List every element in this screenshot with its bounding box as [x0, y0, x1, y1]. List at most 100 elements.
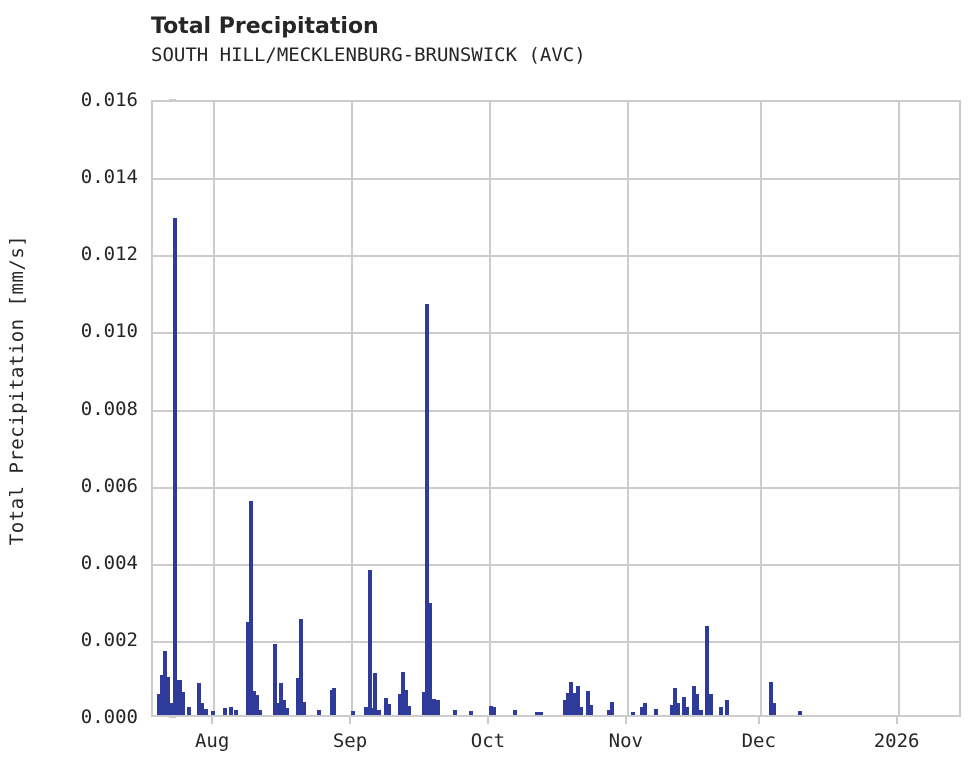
- bar: [589, 705, 593, 715]
- plot-inner: [153, 102, 959, 715]
- bar: [229, 706, 233, 715]
- bar: [273, 643, 277, 715]
- bar: [170, 703, 174, 715]
- y-tick-label: 0.000: [80, 706, 138, 728]
- bar: [705, 626, 709, 715]
- gridline-horizontal: [153, 409, 959, 412]
- x-tick-label: Aug: [194, 730, 230, 752]
- bar: [428, 603, 432, 715]
- bar: [569, 682, 573, 715]
- bar: [398, 693, 402, 715]
- gridline-horizontal: [153, 178, 959, 181]
- bar: [670, 705, 674, 715]
- bar: [607, 709, 611, 715]
- gridline-vertical: [351, 102, 354, 715]
- x-tick-label: Oct: [470, 730, 506, 752]
- bar: [173, 217, 177, 715]
- x-tick-mark: [486, 717, 489, 724]
- bar: [436, 699, 440, 715]
- bar: [699, 710, 703, 715]
- bar: [364, 707, 368, 715]
- page-title: Total Precipitation: [151, 14, 379, 39]
- bar: [676, 703, 680, 715]
- bar: [654, 708, 658, 715]
- bar: [276, 703, 280, 715]
- y-tick-label: 0.012: [80, 243, 138, 266]
- y-axis-ticks: 0.000 0.002 0.004 0.006 0.008 0.010 0.012 0.014…: [26, 0, 176, 780]
- x-tick-label: Nov: [608, 730, 643, 752]
- bar: [282, 699, 286, 715]
- gridline-vertical: [759, 102, 762, 715]
- bar: [204, 708, 208, 715]
- bar: [211, 711, 215, 715]
- bar: [223, 708, 227, 715]
- bar: [695, 693, 699, 715]
- bar: [425, 304, 429, 715]
- bar: [772, 703, 776, 715]
- bar: [709, 693, 713, 715]
- bar: [258, 710, 262, 715]
- gridline-horizontal: [153, 563, 959, 566]
- bar: [373, 673, 377, 715]
- y-tick-mark: [169, 716, 176, 718]
- bar: [673, 688, 677, 715]
- x-tick-label: Dec: [741, 730, 776, 752]
- bar: [692, 686, 696, 715]
- x-tick-mark: [211, 717, 214, 724]
- bar: [563, 699, 567, 715]
- bar: [163, 651, 167, 715]
- bar: [302, 701, 306, 715]
- x-tick-label: 2026: [873, 730, 920, 752]
- bar: [252, 691, 256, 715]
- bar: [160, 674, 164, 715]
- gridline-horizontal: [153, 255, 959, 258]
- bar: [513, 710, 517, 715]
- plot-area: [151, 100, 961, 717]
- bar: [579, 707, 583, 715]
- gridline-vertical: [897, 102, 900, 715]
- bar: [285, 708, 289, 715]
- y-tick-label: 0.010: [80, 320, 138, 343]
- gridline-vertical: [488, 102, 491, 715]
- bar: [769, 682, 773, 715]
- x-tick-label: Sep: [332, 730, 368, 752]
- bar: [384, 697, 388, 715]
- bar: [631, 711, 635, 715]
- bar: [157, 693, 161, 715]
- bar: [610, 701, 614, 715]
- y-tick-label: 0.016: [80, 89, 138, 111]
- bar: [576, 685, 580, 715]
- bar: [296, 678, 300, 715]
- y-tick-label: 0.014: [80, 166, 138, 189]
- bar: [719, 707, 723, 715]
- gridline-horizontal: [153, 486, 959, 489]
- bar: [197, 682, 201, 715]
- y-tick-label: 0.006: [80, 474, 138, 497]
- gridline-vertical: [626, 102, 629, 715]
- bar: [640, 707, 644, 715]
- bar: [535, 711, 539, 715]
- bar: [469, 711, 473, 715]
- bar: [317, 710, 321, 715]
- bar: [246, 622, 250, 715]
- gridline-vertical: [213, 102, 216, 715]
- bar: [351, 711, 355, 715]
- bar: [404, 689, 408, 715]
- bar: [453, 710, 457, 715]
- bar: [566, 692, 570, 715]
- bar: [234, 710, 238, 715]
- bar: [422, 691, 426, 715]
- x-tick-mark: [349, 717, 352, 724]
- bar: [377, 710, 381, 715]
- y-tick-label: 0.004: [80, 551, 138, 574]
- bar: [200, 703, 204, 715]
- gridline-horizontal: [153, 332, 959, 335]
- x-tick-mark: [757, 717, 760, 724]
- bar: [178, 679, 182, 715]
- bar: [725, 700, 729, 715]
- bar: [368, 570, 372, 715]
- bar: [299, 619, 303, 715]
- bar: [166, 677, 170, 715]
- bar: [643, 703, 647, 715]
- bar: [401, 671, 405, 715]
